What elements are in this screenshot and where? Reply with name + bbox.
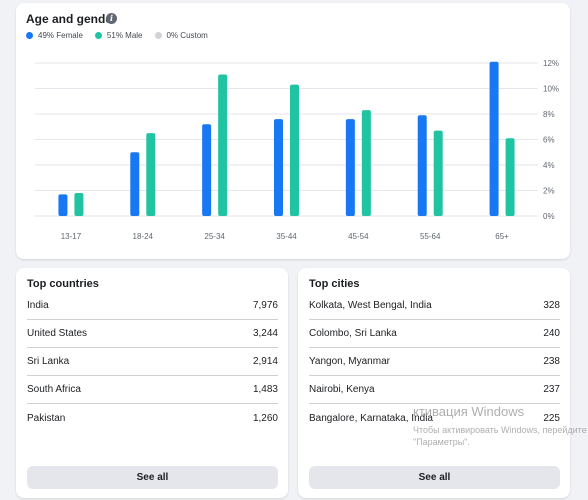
country-name: United States — [27, 328, 88, 339]
country-name: India — [27, 300, 49, 311]
country-row: Sri Lanka 2,914 — [27, 348, 278, 376]
top-countries-list: India 7,976 United States 3,244 Sri Lanka 2,9… — [27, 292, 278, 432]
legend-dot-female — [26, 32, 33, 39]
legend-item-custom[interactable]: 0% Custom — [154, 31, 208, 40]
city-value: 225 — [543, 412, 560, 424]
bar-female-45-54[interactable] — [345, 119, 355, 216]
cities-see-all-button[interactable]: See all — [309, 466, 560, 489]
bar-female-55-64[interactable] — [417, 115, 427, 216]
bar-male-55-64[interactable] — [433, 130, 443, 216]
city-value: 240 — [543, 328, 560, 339]
bar-male-35-44[interactable] — [290, 84, 299, 216]
top-cities-title: Top cities — [309, 278, 360, 290]
chart-legend: 49% Female 51% Male 0% Custom — [26, 31, 208, 40]
top-countries-card: Top countries India 7,976 United States 3,2… — [16, 268, 288, 498]
x-tick-label: 35-44 — [276, 232, 297, 241]
country-value: 3,244 — [252, 328, 278, 339]
info-icon[interactable]: i — [106, 13, 117, 24]
legend-item-female[interactable]: 49% Female — [26, 31, 83, 40]
city-row: Yangon, Myanmar 238 — [309, 348, 560, 376]
x-tick-label: 55-64 — [420, 232, 441, 241]
y-tick-label: 10% — [543, 85, 559, 94]
country-row: South Africa 1,483 — [27, 376, 278, 404]
bar-male-25-34[interactable] — [218, 74, 228, 216]
city-row: Colombo, Sri Lanka 240 — [309, 320, 560, 348]
legend-dot-custom — [154, 32, 162, 39]
top-cities-list: Kolkata, West Bengal, India 328 Colombo, S… — [309, 292, 560, 432]
age-gender-title: Age and gender — [26, 12, 117, 26]
top-countries-title: Top countries — [27, 278, 99, 290]
y-tick-label: 0% — [543, 212, 555, 221]
x-tick-label: 45-54 — [348, 232, 369, 241]
city-row: Bangalore, Karnataka, India 225 — [309, 404, 560, 432]
bar-male-45-54[interactable] — [361, 110, 371, 216]
city-row: Kolkata, West Bengal, India 328 — [309, 292, 560, 320]
legend-label-female: 49% Female — [38, 31, 83, 40]
x-tick-label: 65+ — [495, 232, 509, 241]
country-row: India 7,976 — [27, 292, 278, 320]
city-row: Nairobi, Kenya 237 — [309, 376, 560, 404]
legend-label-custom: 0% Custom — [166, 31, 208, 40]
bar-male-18-24[interactable] — [146, 133, 156, 216]
city-name: Nairobi, Kenya — [309, 384, 375, 395]
bar-female-65+[interactable] — [489, 61, 499, 216]
bar-female-35-44[interactable] — [274, 119, 283, 216]
country-value: 1,483 — [252, 384, 278, 395]
age-gender-bar-chart: 0% 2% 4% 6% 8% 10% 12% 13-17 18-24 25-34 35-44 45-5… — [35, 59, 559, 241]
city-value: 328 — [543, 300, 560, 311]
age-gender-card: Age and gender i 49% Female 51% Male 0% … — [16, 3, 570, 259]
country-value: 2,914 — [252, 356, 278, 367]
bar-female-13-17[interactable] — [58, 194, 68, 216]
country-name: Pakistan — [27, 412, 66, 424]
legend-dot-male — [94, 32, 102, 39]
y-tick-label: 4% — [543, 161, 555, 170]
city-name: Kolkata, West Bengal, India — [309, 300, 432, 311]
legend-label-male: 51% Male — [106, 31, 143, 40]
y-tick-label: 2% — [543, 187, 555, 196]
city-name: Colombo, Sri Lanka — [309, 328, 397, 339]
top-cities-card: Top cities Kolkata, West Bengal, India 32… — [298, 268, 570, 498]
country-row: Pakistan 1,260 — [27, 404, 278, 432]
city-name: Bangalore, Karnataka, India — [309, 412, 433, 424]
bar-male-13-17[interactable] — [74, 193, 84, 216]
x-tick-label: 13-17 — [61, 232, 82, 241]
country-value: 1,260 — [252, 412, 278, 424]
x-tick-label: 25-34 — [204, 232, 225, 241]
city-value: 237 — [543, 384, 560, 395]
y-tick-label: 12% — [543, 59, 559, 68]
city-name: Yangon, Myanmar — [309, 356, 390, 367]
x-tick-label: 18-24 — [133, 232, 154, 241]
bar-female-18-24[interactable] — [130, 152, 140, 216]
country-name: South Africa — [27, 384, 81, 395]
legend-item-male[interactable]: 51% Male — [94, 31, 143, 40]
city-value: 238 — [543, 356, 560, 367]
country-value: 7,976 — [252, 300, 278, 311]
bar-male-65+[interactable] — [505, 138, 515, 216]
bar-female-25-34[interactable] — [202, 124, 212, 216]
y-tick-label: 6% — [543, 136, 555, 145]
countries-see-all-button[interactable]: See all — [27, 466, 278, 489]
country-row: United States 3,244 — [27, 320, 278, 348]
country-name: Sri Lanka — [27, 356, 70, 367]
y-tick-label: 8% — [543, 110, 555, 119]
